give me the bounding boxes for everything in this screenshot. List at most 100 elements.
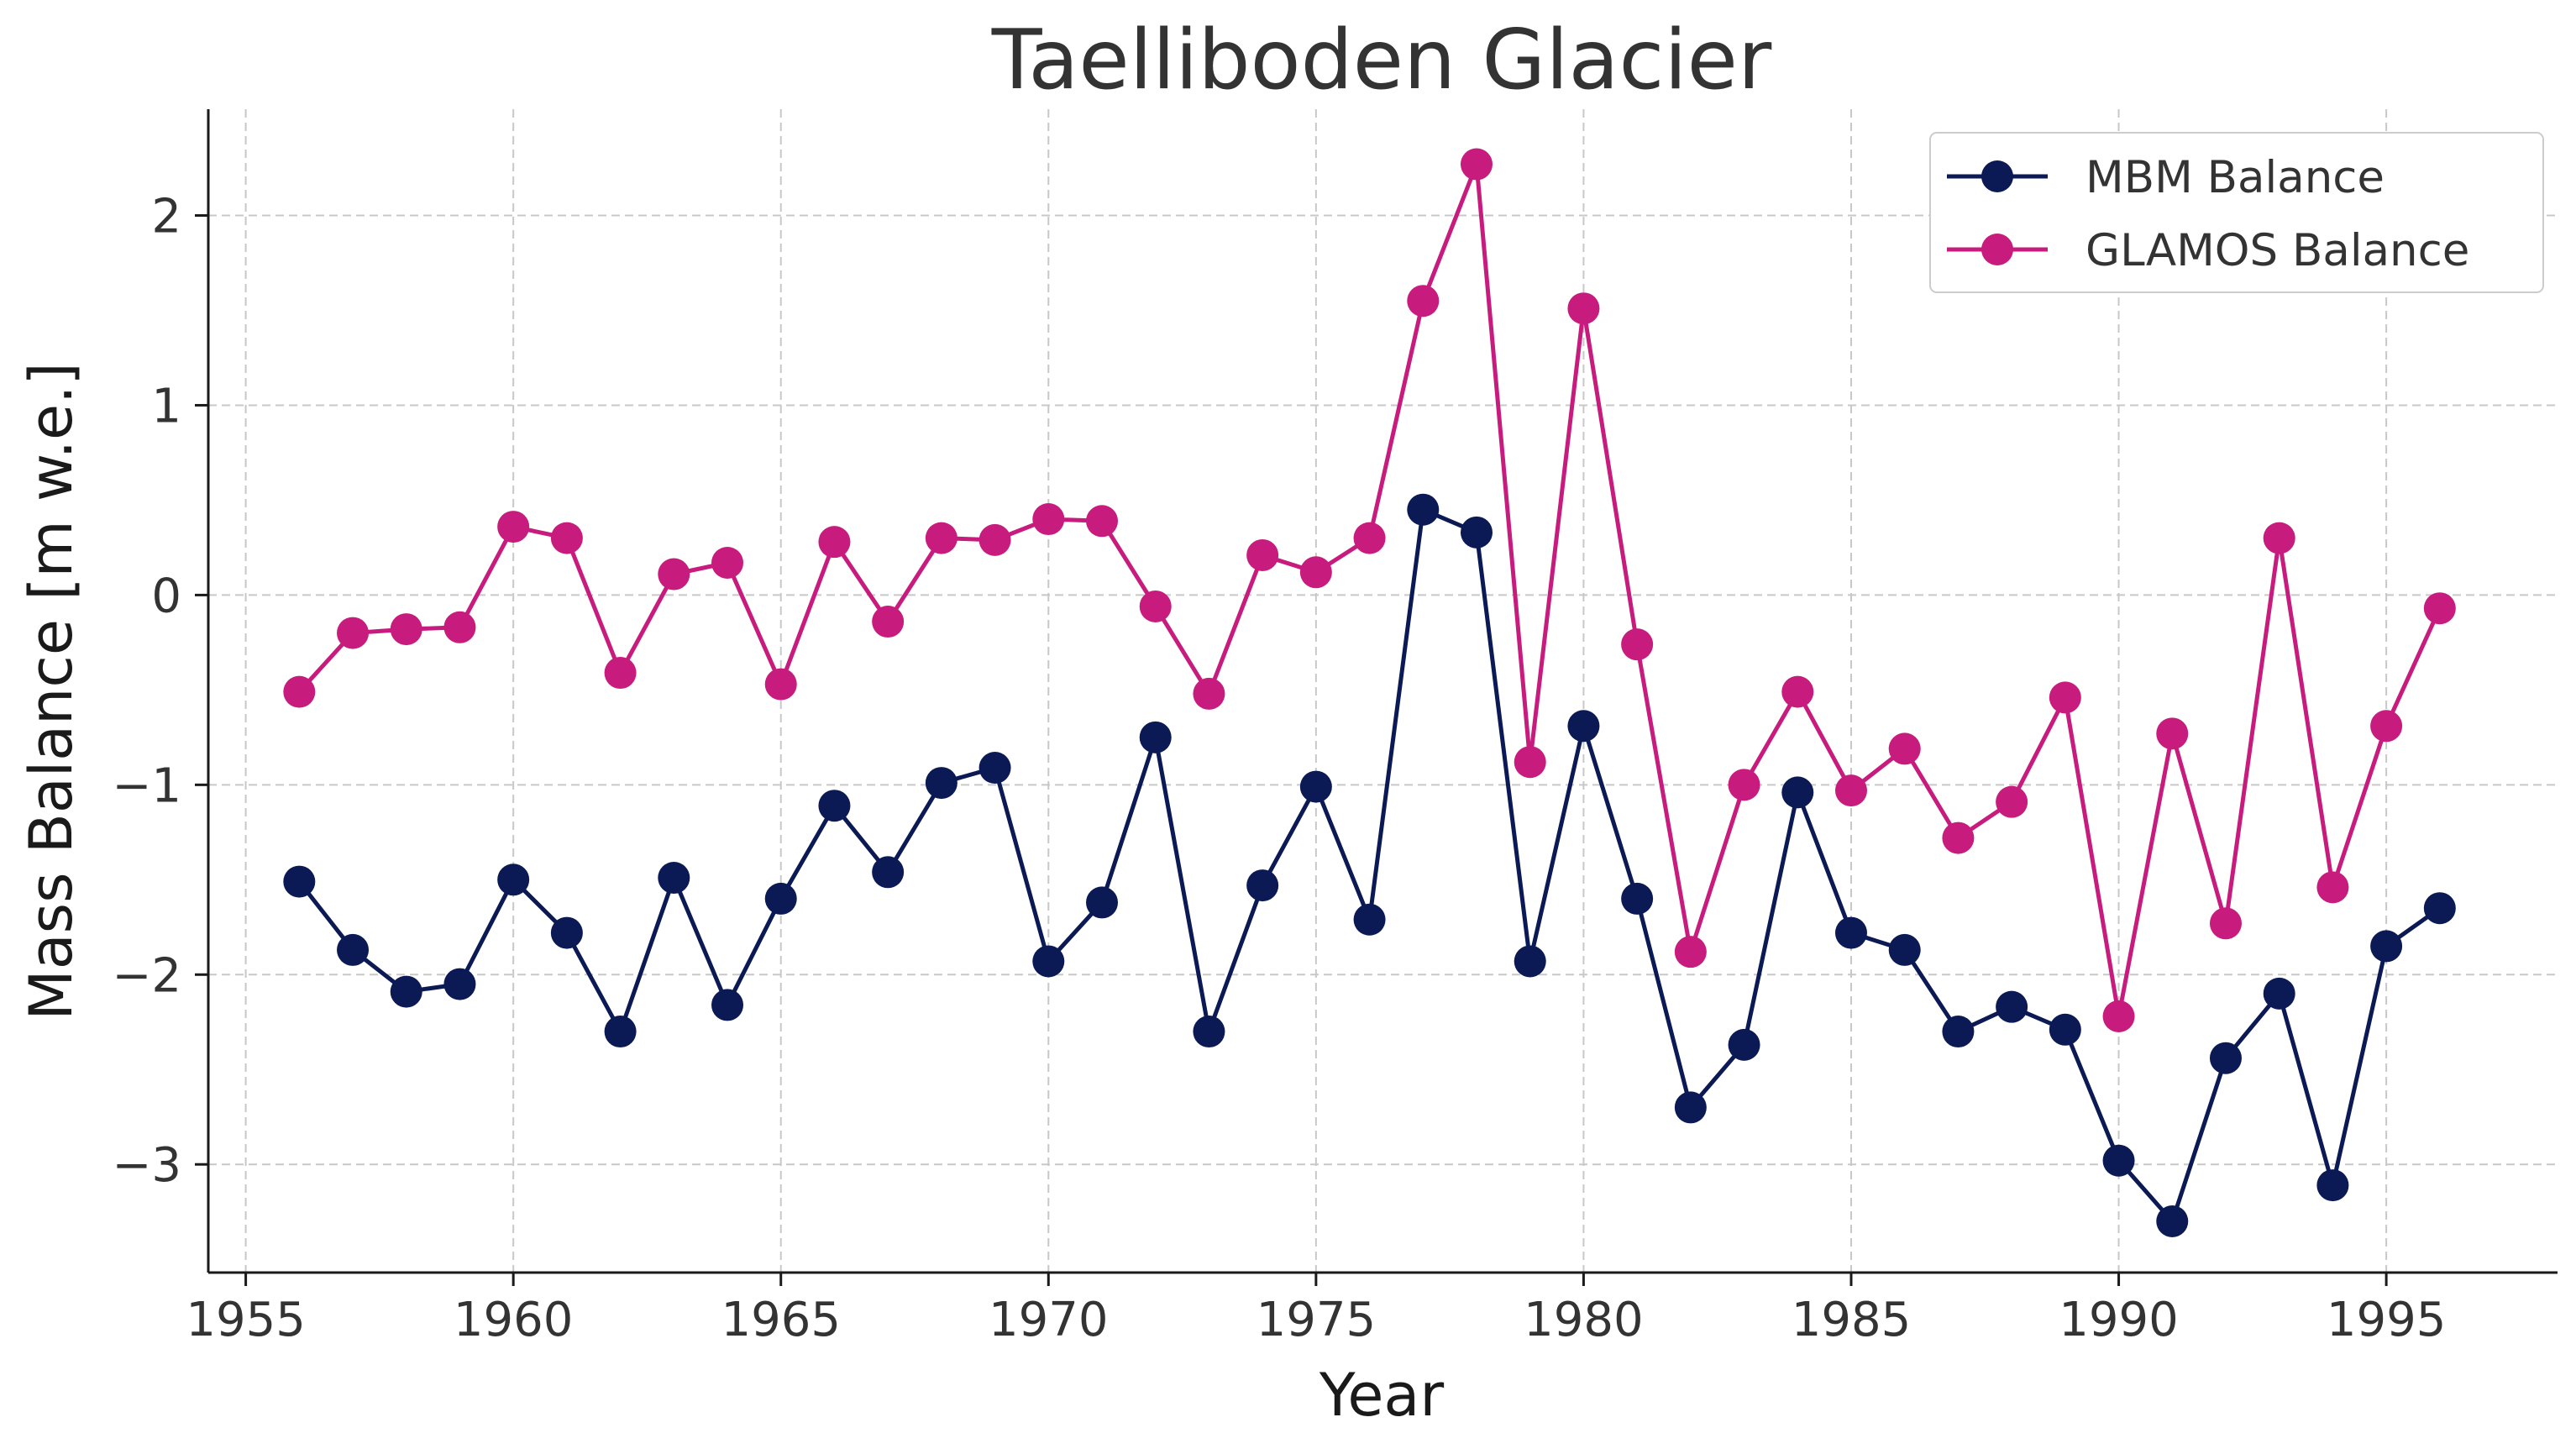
y-tick-label: −2 <box>112 948 181 1003</box>
glamos-balance-point <box>2049 681 2081 714</box>
glamos-balance-point <box>1246 538 1279 571</box>
mbm-balance-point <box>1567 710 1600 743</box>
mbm-balance-point <box>2156 1205 2189 1237</box>
glamos-balance-point <box>1996 785 2028 818</box>
mbm-balance-point <box>978 752 1011 785</box>
glamos-balance-point <box>337 617 370 649</box>
legend-box <box>1929 132 2544 293</box>
glamos-balance-point <box>497 511 530 543</box>
mbm-balance-point <box>1407 493 1440 526</box>
glamos-balance-point <box>1942 821 1975 854</box>
glamos-balance-point <box>2156 717 2189 750</box>
legend-label: GLAMOS Balance <box>2085 225 2469 276</box>
mbm-balance-point <box>1996 990 2028 1023</box>
glamos-balance-point <box>443 611 476 643</box>
glamos-balance-point <box>2316 871 2349 904</box>
x-tick-label: 1990 <box>2059 1293 2179 1347</box>
glamos-balance-point <box>1728 769 1760 801</box>
mbm-balance-point <box>2102 1144 2135 1177</box>
mbm-balance-point <box>1781 776 1814 809</box>
mbm-balance-point <box>337 933 370 966</box>
glamos-balance-point <box>711 546 744 579</box>
mbm-balance-point <box>1139 721 1172 753</box>
glamos-balance-point <box>604 657 637 690</box>
mbm-balance-point <box>872 856 905 889</box>
legend-item-mbm-balance: MBM Balance <box>1947 152 2385 203</box>
mbm-balance-point <box>1888 933 1921 966</box>
mbm-balance-point <box>1246 869 1279 902</box>
glamos-balance-point <box>764 668 797 701</box>
glamos-balance-point <box>2370 710 2403 743</box>
x-tick-label: 1985 <box>1792 1293 1912 1347</box>
mbm-balance-point <box>711 989 744 1021</box>
x-tick-label: 1980 <box>1524 1293 1644 1347</box>
glamos-balance-point <box>2102 1000 2135 1032</box>
x-tick-label: 1995 <box>2327 1293 2447 1347</box>
mbm-balance-point <box>1728 1028 1760 1061</box>
x-tick-label: 1970 <box>989 1293 1109 1347</box>
glamos-balance-point <box>1674 936 1707 968</box>
glamos-balance-point <box>2423 592 2456 625</box>
glamos-balance-point <box>550 522 583 554</box>
mbm-balance-point <box>1621 882 1654 915</box>
glamos-balance-point <box>925 522 957 554</box>
y-tick-label: −3 <box>112 1138 181 1193</box>
glamos-balance-point <box>1567 292 1600 325</box>
glamos-balance-point <box>1834 774 1867 807</box>
y-tick-label: 1 <box>151 379 181 433</box>
glamos-balance-point <box>978 523 1011 556</box>
x-tick-label: 1955 <box>186 1293 306 1347</box>
mbm-balance-point <box>2316 1169 2349 1202</box>
glamos-balance-point <box>1299 556 1332 589</box>
glamos-balance-point <box>1353 522 1386 554</box>
mbm-balance-point <box>1032 945 1065 978</box>
glamos-balance-point <box>2209 907 2242 940</box>
mbm-balance-point <box>1353 903 1386 936</box>
mbm-balance-point <box>2423 892 2456 925</box>
mbm-balance-point <box>1834 916 1867 949</box>
mbm-balance-point <box>604 1016 637 1048</box>
glamos-balance-point <box>1621 628 1654 661</box>
legend-marker <box>1981 234 2013 265</box>
glamos-balance-point <box>1032 503 1065 536</box>
mbm-balance-point <box>764 882 797 915</box>
glamos-balance-point <box>390 613 422 646</box>
glamos-balance-point <box>818 526 851 559</box>
glamos-balance-point <box>1193 677 1225 710</box>
mbm-balance-point <box>2209 1042 2242 1074</box>
y-axis-label: Mass Balance [m w.e.] <box>17 362 86 1020</box>
mbm-balance-point <box>1942 1016 1975 1048</box>
x-tick-label: 1965 <box>721 1293 841 1347</box>
mbm-balance-point <box>2049 1013 2081 1046</box>
glamos-balance-point <box>1888 732 1921 765</box>
mbm-balance-point <box>497 863 530 896</box>
glamos-balance-point <box>1514 746 1546 779</box>
glamos-balance-series <box>283 148 2456 1032</box>
mbm-balance-point <box>2263 977 2295 1010</box>
glamos-balance-point <box>1781 675 1814 708</box>
axes <box>207 109 2558 1274</box>
x-axis-label: Year <box>1319 1361 1444 1430</box>
mbm-balance-series <box>283 493 2456 1237</box>
mbm-balance-point <box>443 968 476 1000</box>
x-tick-label: 1975 <box>1257 1293 1377 1347</box>
glamos-balance-point <box>1407 285 1440 318</box>
y-tick-label: −1 <box>112 758 181 813</box>
mbm-balance-point <box>818 790 851 822</box>
mbm-balance-point <box>658 862 690 895</box>
mbm-balance-point <box>390 975 422 1008</box>
glamos-balance-point <box>1139 590 1172 622</box>
plot-series <box>283 148 2456 1237</box>
glamos-balance-point <box>872 606 905 638</box>
mbm-balance-point <box>1674 1091 1707 1124</box>
mbm-balance-point <box>1086 886 1119 919</box>
x-tick-label: 1960 <box>454 1293 574 1347</box>
mbm-balance-point <box>2370 930 2403 963</box>
y-tick-label: 2 <box>151 190 181 244</box>
legend: MBM Balance GLAMOS Balance <box>1929 132 2544 293</box>
mbm-balance-point <box>1299 770 1332 803</box>
legend-marker <box>1981 160 2013 192</box>
legend-item-glamos-balance: GLAMOS Balance <box>1947 225 2469 276</box>
glamos-balance-point <box>1086 505 1119 538</box>
